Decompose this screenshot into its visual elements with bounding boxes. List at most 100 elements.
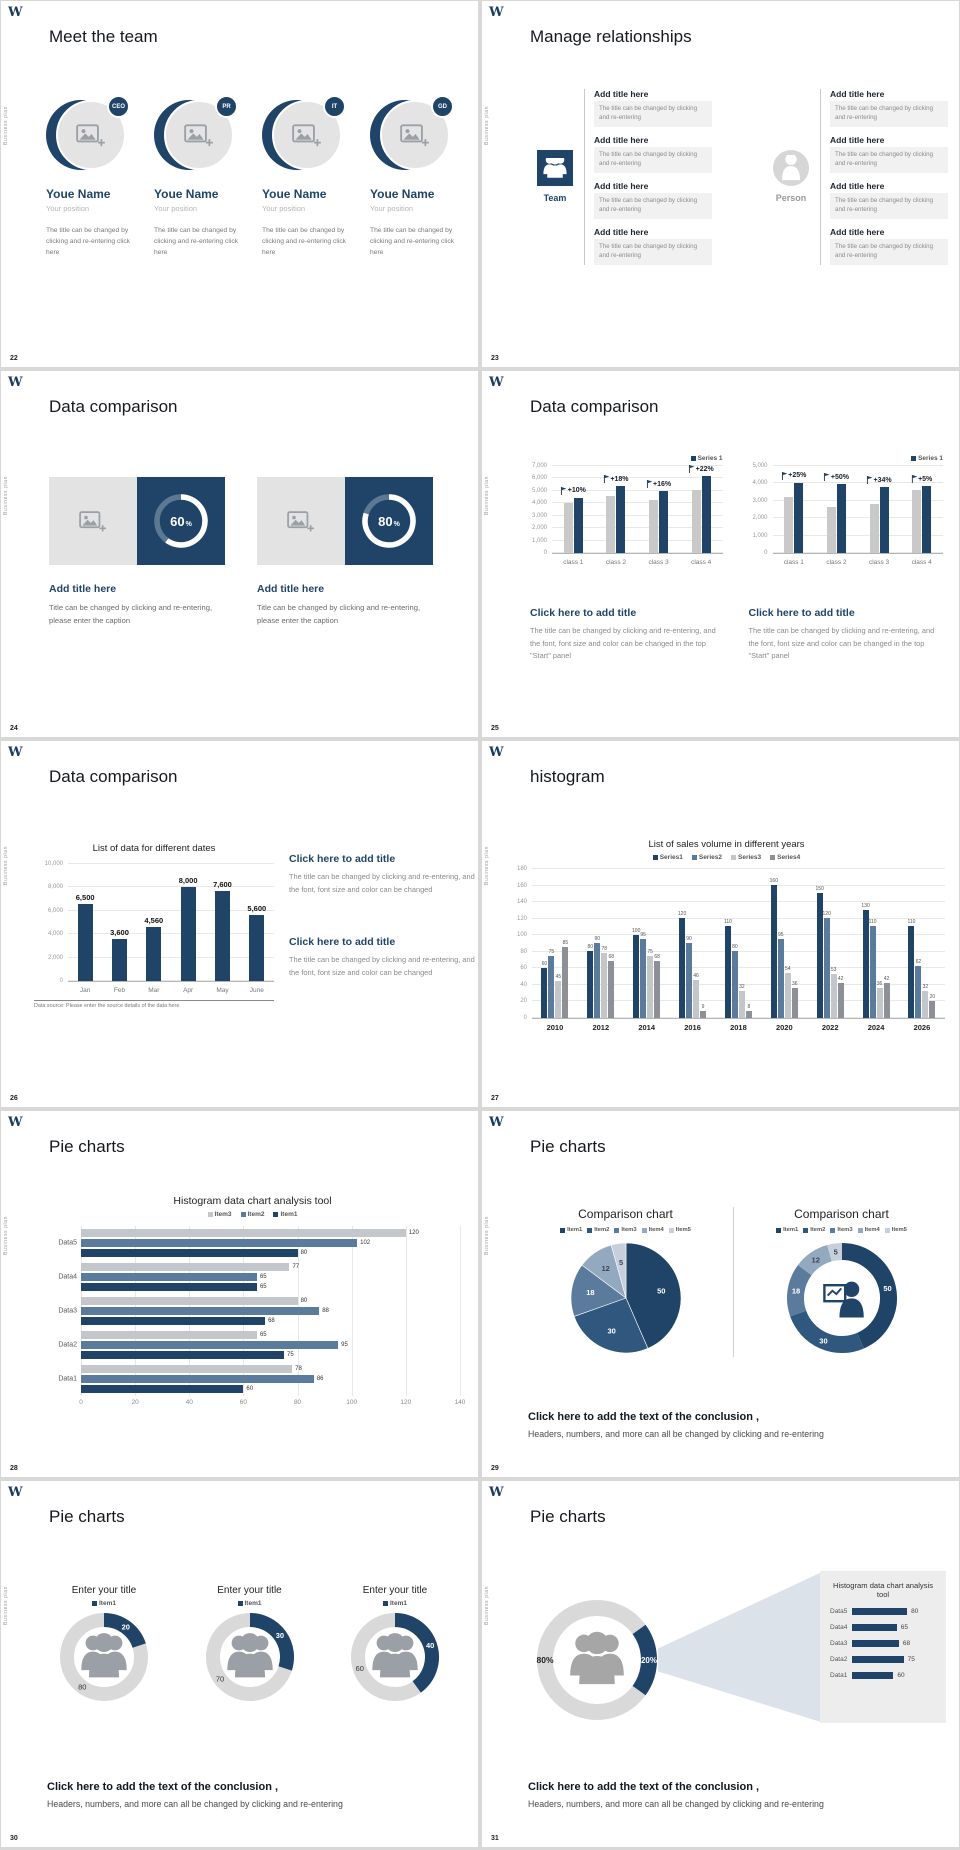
legend-label: Item4 xyxy=(864,1227,880,1233)
gridline xyxy=(552,527,723,529)
donut-value-arc xyxy=(394,1613,439,1693)
series-bar: 80 xyxy=(81,1297,307,1305)
bar-value-label: 110 xyxy=(907,919,916,926)
gridline xyxy=(552,477,723,479)
y-axis-tick: 3,000 xyxy=(752,497,768,504)
slide-22[interactable]: W Business plan Meet the team 22 CEO Youe Nam… xyxy=(1,1,478,367)
member-position: Your position xyxy=(370,204,414,213)
value-label: 12 xyxy=(811,1255,819,1264)
y-axis-tick: 80 xyxy=(520,948,527,955)
relationship-item: Add title here The title can be changed b… xyxy=(594,181,712,219)
legend-swatch xyxy=(803,1227,809,1233)
y-axis-tick: 8,000 xyxy=(47,884,63,891)
gridline xyxy=(68,980,274,981)
legend-item: Item3 xyxy=(830,1227,853,1233)
chart-legend: Item1 Item2 Item3 Item4 Item5 xyxy=(776,1227,907,1233)
bar-value-label: 54 xyxy=(785,966,791,972)
legend-swatch xyxy=(691,855,697,860)
page-title: Data comparison xyxy=(530,397,659,416)
slide-31[interactable]: W Business plan Pie charts 31 20% 80% Histogra… xyxy=(482,1481,959,1847)
page-number: 23 xyxy=(491,355,499,362)
bar-value-label: 32 xyxy=(739,984,745,991)
series-bar xyxy=(869,926,876,1018)
slide-23[interactable]: W Business plan Manage relationships 23 Team… xyxy=(482,1,959,367)
category-label: Data2 xyxy=(830,1656,848,1663)
relationship-items: Add title here The title can be changed b… xyxy=(584,89,712,265)
category-label: Data3 xyxy=(58,1307,77,1315)
plot-area: 5,000 4,000 3,000 2,000 1,000 0 +25% class 1 +50… xyxy=(752,463,943,566)
bar-value-label: 60 xyxy=(246,1386,254,1392)
legend-item: Item5 xyxy=(668,1227,691,1233)
bar-value-label: 36 xyxy=(792,981,798,987)
page-title: Data comparison xyxy=(49,767,178,786)
legend-label: Item2 xyxy=(594,1227,610,1233)
team-icon-glyph xyxy=(543,157,567,178)
text-block: Click here to add title The title can be … xyxy=(289,853,478,896)
bar-value-label: 75 xyxy=(647,948,653,955)
gridline xyxy=(68,933,274,935)
member-position: Your position xyxy=(262,204,306,213)
bar-value-label: 75 xyxy=(907,1656,915,1663)
slide-26[interactable]: W Business plan Data comparison 26 List of d… xyxy=(1,741,478,1107)
legend-swatch xyxy=(668,1227,674,1233)
series-bar: 120 xyxy=(81,1229,419,1237)
card-media: 80% xyxy=(257,477,433,565)
slide-27[interactable]: W Business plan histogram 27 List of sales v… xyxy=(482,741,959,1107)
bar-value-label: 90 xyxy=(686,936,692,942)
series-bar: 80 xyxy=(81,1249,307,1257)
slide-29[interactable]: W Business plan Pie charts 29 Comparison cha… xyxy=(482,1111,959,1477)
bar-value-label: 68 xyxy=(654,954,660,961)
bar-value-label: 110 xyxy=(868,919,877,926)
y-axis-tick: 0 xyxy=(59,978,63,984)
gridline xyxy=(552,539,723,541)
bar-value-label: 80 xyxy=(587,944,594,951)
bar-value-label: 3,600 xyxy=(110,927,129,937)
percent-ring xyxy=(154,494,208,548)
gridline xyxy=(772,499,943,501)
category-label: Feb xyxy=(113,987,126,994)
chart-title: Histogram data chart analysis tool xyxy=(173,1195,332,1207)
bar-value-label: 5,600 xyxy=(247,903,267,913)
y-axis-tick: 4,000 xyxy=(47,931,63,938)
bar-value-label: 60 xyxy=(541,961,548,967)
pie-charts-row: Comparison chart Item1 Item2 Item3 Item4 Item… xyxy=(518,1207,949,1357)
slide-24[interactable]: W Business plan Data comparison 24 60% Add ti… xyxy=(1,371,478,737)
growth-label: +10% xyxy=(567,487,586,495)
side-label: Business plan xyxy=(3,1586,9,1625)
bar-value-label: 65 xyxy=(900,1624,908,1631)
brand-logo: W xyxy=(489,1115,504,1130)
card-title: Add title here xyxy=(49,583,117,595)
series-bar xyxy=(647,955,654,1018)
percent-donut: 60% xyxy=(137,477,225,565)
chart-legend: Series 1 xyxy=(747,455,943,462)
year-label: 2020 xyxy=(775,1023,793,1032)
brand-logo: W xyxy=(8,1115,23,1130)
flag-icon xyxy=(911,475,918,484)
bar-value-label: 62 xyxy=(915,959,922,966)
legend-label: Item1 xyxy=(280,1211,298,1218)
bar-row: Data2 75 xyxy=(830,1656,936,1663)
pie-slice xyxy=(625,1242,681,1349)
legend-label: Series1 xyxy=(659,854,683,861)
growth-label: +50% xyxy=(830,473,849,481)
percent-arc xyxy=(165,494,208,548)
legend-label: Item5 xyxy=(675,1227,691,1233)
series-bar: 102 xyxy=(81,1239,370,1247)
bar-row: Data3 68 xyxy=(830,1640,936,1647)
year-group: 100 95 75 68 2014 xyxy=(632,869,661,1032)
team-icon xyxy=(537,150,573,187)
slide-30[interactable]: W Business plan Pie charts 30 Enter your tit… xyxy=(1,1481,478,1847)
y-axis-tick: 4,000 xyxy=(531,500,547,507)
bar-panel: Histogram data chart analysis tool Data5 8… xyxy=(820,1571,946,1723)
pie-chart-column: Comparison chart Item1 Item2 Item3 Item4 Item… xyxy=(518,1207,733,1357)
legend-label: Series4 xyxy=(777,854,801,861)
item-title: Add title here xyxy=(830,89,885,99)
value-label: 20 xyxy=(122,1623,130,1632)
text-block: Click here to add title The title can be … xyxy=(749,607,944,663)
bar-group: 4,560 Mar xyxy=(144,864,163,994)
side-label: Business plan xyxy=(3,1216,9,1255)
bar-group: Data5 120 102 80 xyxy=(58,1226,460,1260)
donut-value-arc xyxy=(632,1624,657,1696)
slide-28[interactable]: W Business plan Pie charts 28 Histogram data… xyxy=(1,1111,478,1477)
